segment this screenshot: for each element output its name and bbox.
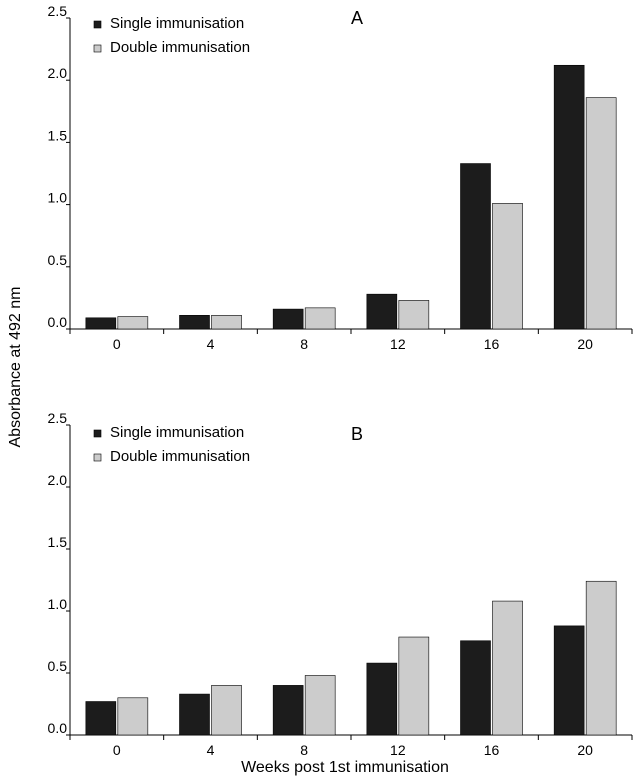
bar-single-immunisation [553, 64, 585, 330]
bar-single-immunisation [272, 685, 304, 736]
bar-double-immunisation [117, 697, 149, 736]
panel-letter: A [351, 8, 363, 28]
x-tick-label: 0 [113, 742, 121, 758]
legend-label: Single immunisation [110, 424, 244, 441]
y-tick-label: 1.0 [48, 596, 68, 612]
bar-double-immunisation [492, 203, 523, 330]
bar-single-immunisation [366, 293, 398, 330]
legend-swatch-single [93, 429, 102, 438]
legend-swatch-double [93, 44, 102, 53]
y-tick-label: 0.0 [48, 314, 68, 330]
x-tick-label: 8 [300, 336, 308, 352]
bar-double-immunisation [211, 685, 242, 736]
bar-double-immunisation [585, 97, 617, 330]
legend-swatch-double [93, 453, 102, 462]
y-tick-label: 2.0 [48, 472, 68, 488]
bar-single-immunisation [85, 317, 117, 330]
y-tick-label: 0.5 [48, 252, 68, 268]
x-tick-label: 20 [577, 336, 593, 352]
legend-label: Single immunisation [110, 15, 244, 32]
legend-swatch-single [93, 20, 102, 29]
x-tick-label: 4 [207, 742, 215, 758]
x-tick-label: 12 [390, 336, 406, 352]
chart-panel-b: 0.0 0.5 1.0 1.5 2.0 2.5 0 4 8 12 16 20 B Single immun… [48, 410, 633, 758]
y-tick-label: 2.5 [48, 410, 68, 426]
bar-double-immunisation [304, 307, 336, 330]
x-tick-label: 0 [113, 336, 121, 352]
x-tick-label: 16 [484, 742, 500, 758]
bar-single-immunisation [179, 693, 210, 736]
x-tick-label: 4 [207, 336, 215, 352]
bar-double-immunisation [398, 300, 430, 330]
x-tick-label: 16 [484, 336, 500, 352]
x-tick-label: 12 [390, 742, 406, 758]
y-tick-label: 0.5 [48, 658, 68, 674]
y-axis-title: Absorbance at 492 nm [7, 287, 24, 448]
bar-double-immunisation [492, 600, 523, 736]
x-tick-label: 8 [300, 742, 308, 758]
bar-double-immunisation [117, 316, 149, 330]
bar-single-immunisation [553, 625, 585, 736]
y-tick-label: 2.0 [48, 65, 68, 81]
y-tick-label: 1.0 [48, 190, 68, 206]
bar-single-immunisation [366, 662, 398, 736]
y-tick-label: 1.5 [48, 127, 68, 143]
bar-double-immunisation [211, 315, 242, 330]
bar-single-immunisation [179, 315, 210, 330]
y-tick-label: 0.0 [48, 720, 68, 736]
bar-single-immunisation [460, 163, 491, 330]
bar-double-immunisation [585, 580, 617, 736]
panel-letter: B [351, 424, 363, 444]
y-tick-label: 2.5 [48, 3, 68, 19]
x-axis-title: Weeks post 1st immunisation [241, 759, 449, 776]
x-tick-label: 20 [577, 742, 593, 758]
chart-panel-a: 0.0 0.5 1.0 1.5 2.0 2.5 0 4 8 12 16 20 A Single immun… [48, 3, 633, 352]
bar-single-immunisation [272, 308, 304, 330]
bar-double-immunisation [304, 675, 336, 736]
bar-single-immunisation [460, 640, 491, 736]
bar-single-immunisation [85, 701, 117, 736]
bar-double-immunisation [398, 636, 430, 736]
y-tick-label: 1.5 [48, 534, 68, 550]
legend-label: Double immunisation [110, 39, 250, 56]
legend-label: Double immunisation [110, 448, 250, 465]
